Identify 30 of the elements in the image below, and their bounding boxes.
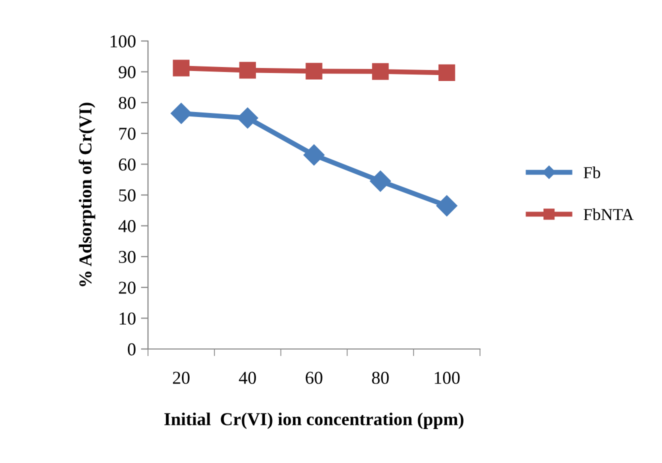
point (303, 144, 325, 166)
y-tick-label: 30 (119, 250, 136, 264)
x-tick-label: 60 (306, 372, 322, 384)
point (372, 63, 389, 80)
point (370, 170, 391, 192)
point (438, 64, 456, 82)
y-tick-label: 60 (118, 158, 136, 171)
point (170, 102, 192, 124)
x-tick-label: 40 (238, 372, 256, 384)
point (172, 60, 190, 76)
x-axis-title: Initial Cr(VI) ion concentration (ppm) (164, 412, 464, 429)
y-tick-label: 50 (119, 189, 136, 202)
point (306, 62, 322, 80)
point (436, 195, 458, 216)
y-tick-label: 10 (120, 312, 136, 325)
x-tick-label: 80 (372, 372, 389, 384)
y-tick-label: 0 (128, 343, 136, 356)
y-tick-label: 40 (118, 220, 136, 232)
legend-label: Fb (584, 166, 600, 178)
x-tick-label: 20 (172, 372, 190, 384)
x-tick-label: 100 (434, 372, 460, 384)
point (239, 62, 256, 79)
y-tick-label: 80 (118, 96, 136, 110)
point (237, 107, 258, 129)
y-tick-label: 20 (118, 282, 136, 294)
y-axis-title: % Adsorption of Cr(VI) (78, 102, 96, 286)
legend-label: FbNTA (584, 208, 634, 220)
y-tick-label: 90 (118, 66, 136, 78)
y-tick-label: 70 (119, 128, 136, 140)
y-tick-label: 100 (110, 35, 136, 48)
